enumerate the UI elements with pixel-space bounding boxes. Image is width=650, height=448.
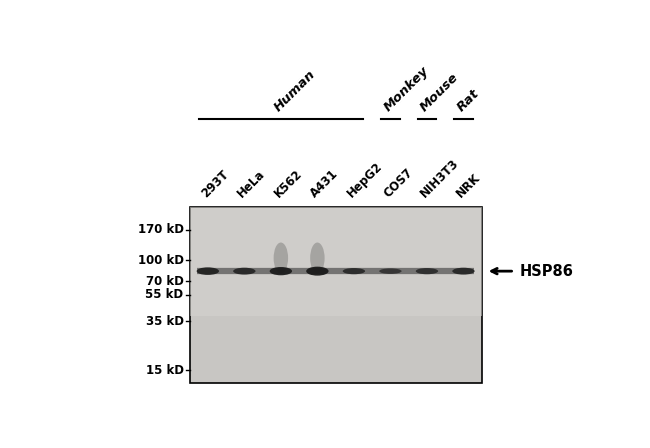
Text: NIH3T3: NIH3T3 <box>418 157 461 200</box>
Ellipse shape <box>197 267 219 275</box>
Text: Mouse: Mouse <box>418 71 461 114</box>
Text: NRK: NRK <box>454 171 484 200</box>
Text: Rat: Rat <box>454 87 482 114</box>
Text: COS7: COS7 <box>382 166 415 200</box>
Text: Human: Human <box>272 68 318 114</box>
Text: 35 kD: 35 kD <box>146 314 183 327</box>
Text: K562: K562 <box>272 167 305 200</box>
Text: 100 kD: 100 kD <box>138 254 183 267</box>
Bar <box>190 207 482 316</box>
Text: HeLa: HeLa <box>235 168 268 200</box>
Text: 293T: 293T <box>199 168 231 200</box>
Ellipse shape <box>343 268 365 274</box>
Ellipse shape <box>310 242 324 274</box>
Ellipse shape <box>270 267 292 275</box>
Text: 15 kD: 15 kD <box>146 364 183 377</box>
Text: A431: A431 <box>308 168 341 200</box>
Ellipse shape <box>233 268 255 275</box>
Ellipse shape <box>274 242 288 274</box>
Text: Monkey: Monkey <box>382 64 431 114</box>
Text: 170 kD: 170 kD <box>138 223 183 236</box>
Text: 70 kD: 70 kD <box>146 275 183 288</box>
Ellipse shape <box>416 268 438 274</box>
Ellipse shape <box>379 268 402 274</box>
Text: HepG2: HepG2 <box>344 160 385 200</box>
Text: HSP86: HSP86 <box>519 263 573 279</box>
Bar <box>190 207 482 383</box>
Ellipse shape <box>452 268 474 275</box>
Text: 55 kD: 55 kD <box>146 289 183 302</box>
Ellipse shape <box>306 267 328 276</box>
